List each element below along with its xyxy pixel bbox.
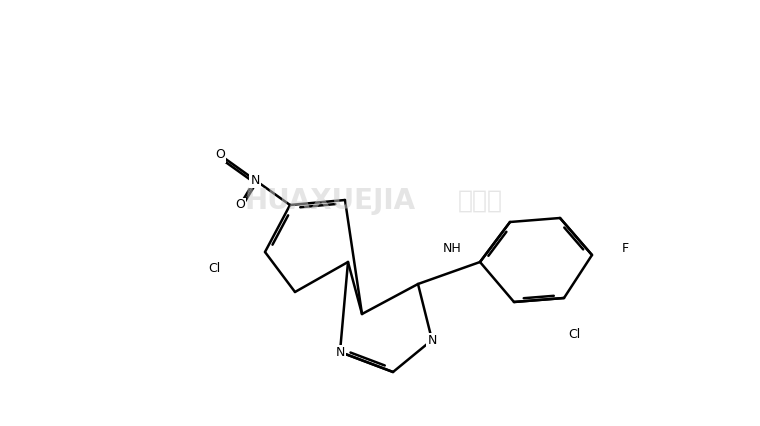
- Text: NH: NH: [442, 242, 461, 254]
- Text: O: O: [235, 199, 245, 211]
- Text: Cl: Cl: [207, 262, 220, 274]
- Text: Cl: Cl: [568, 328, 580, 342]
- Text: O: O: [215, 149, 225, 161]
- Text: N: N: [427, 334, 437, 346]
- Text: 化学加: 化学加: [458, 189, 502, 213]
- Text: N: N: [250, 173, 260, 187]
- Text: F: F: [622, 242, 629, 254]
- Text: N: N: [335, 345, 345, 359]
- Text: HUAXUEJIA: HUAXUEJIA: [245, 187, 416, 215]
